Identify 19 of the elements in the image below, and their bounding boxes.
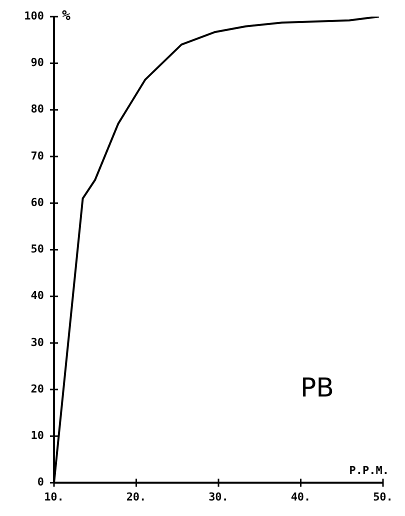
y-tick-label: 40 <box>30 289 44 302</box>
y-tick-label: 30 <box>30 336 44 349</box>
x-axis-title: P.P.M. <box>349 464 389 478</box>
x-tick-label: 10. <box>44 490 64 504</box>
x-tick-label: 30. <box>208 490 228 504</box>
x-tick-label: 20. <box>126 490 146 504</box>
y-tick-label: 90 <box>30 56 44 70</box>
x-tick-label: 50. <box>373 490 393 504</box>
y-tick-label: 80 <box>30 102 44 116</box>
x-tick-label: 40. <box>290 490 311 504</box>
annotation: PB <box>300 373 334 404</box>
y-tick-label: 0 <box>37 476 44 489</box>
y-tick-label: 60 <box>30 196 44 209</box>
y-tick-label: 10 <box>30 429 44 442</box>
y-axis-title: % <box>62 8 71 24</box>
y-tick-label: 100 <box>24 9 44 22</box>
y-tick-label: 20 <box>30 382 44 396</box>
y-tick-label: 50 <box>30 242 44 256</box>
y-tick-label: 70 <box>30 149 44 162</box>
